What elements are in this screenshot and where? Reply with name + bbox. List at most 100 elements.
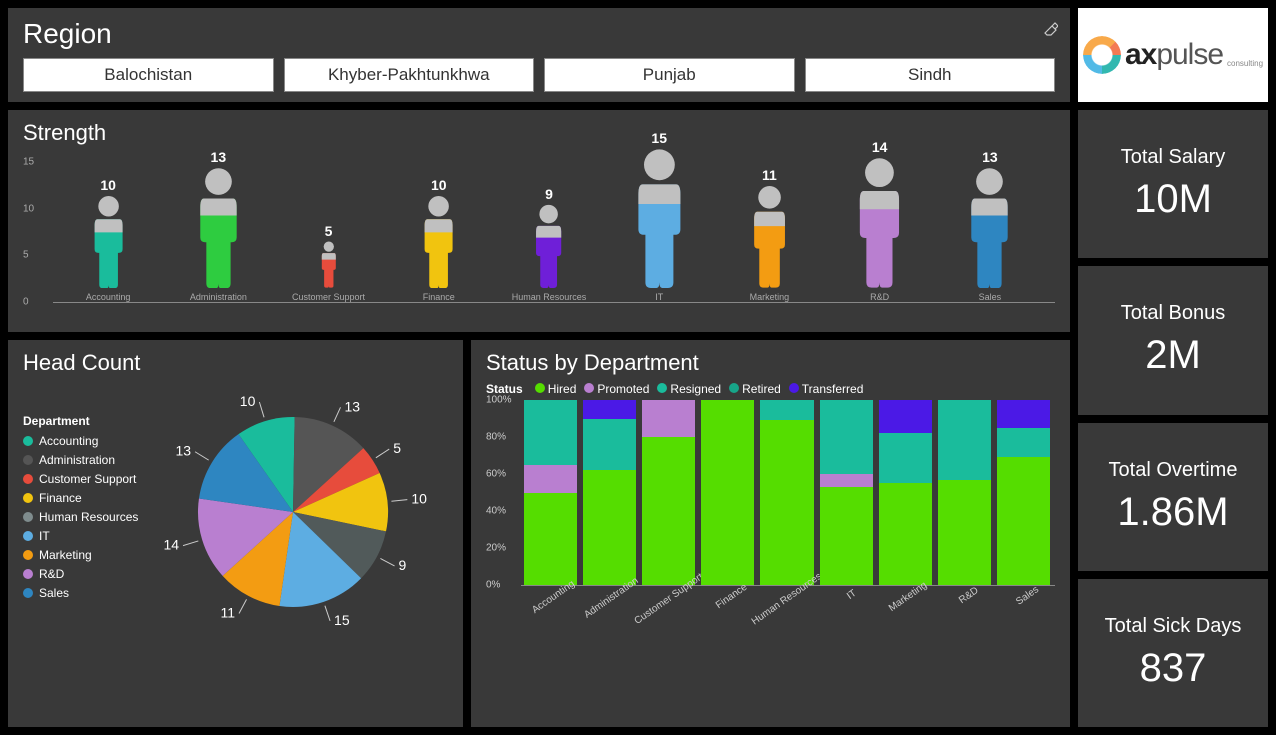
headcount-pie: 1013510915111413 — [148, 382, 438, 637]
logo-text: axpulse — [1125, 38, 1223, 71]
strength-value: 15 — [651, 130, 667, 146]
status-ytick: 40% — [486, 506, 506, 517]
legend-swatch — [23, 569, 33, 579]
clear-filter-icon[interactable] — [1042, 20, 1058, 36]
legend-item: Administration — [23, 453, 138, 467]
pie-callout: 14 — [164, 537, 180, 553]
status-segment — [524, 400, 577, 465]
status-panel: Status by Department StatusHiredPromoted… — [471, 340, 1070, 727]
status-column: Human Resources — [760, 400, 813, 585]
legend-item: Retired — [729, 382, 781, 396]
legend-label: Customer Support — [39, 472, 136, 486]
legend-swatch — [789, 383, 799, 393]
status-title: Status by Department — [486, 350, 1055, 376]
legend-item: Finance — [23, 491, 138, 505]
kpi-card: Total Bonus2M — [1078, 266, 1268, 414]
legend-swatch — [23, 436, 33, 446]
status-segment — [879, 433, 932, 483]
legend-item: Hired — [535, 382, 577, 396]
legend-swatch — [23, 493, 33, 503]
legend-label: Administration — [39, 453, 115, 467]
status-segment — [938, 480, 991, 585]
strength-ytick: 5 — [23, 250, 29, 261]
pie-callout: 9 — [399, 557, 407, 573]
region-button[interactable]: Sindh — [805, 58, 1056, 92]
strength-value: 13 — [982, 149, 998, 165]
pie-callout: 5 — [394, 440, 402, 456]
status-category: Sales — [1015, 584, 1042, 607]
legend-item: Transferred — [789, 382, 864, 396]
region-title: Region — [23, 18, 1055, 50]
status-column: R&D — [938, 400, 991, 585]
legend-swatch — [729, 383, 739, 393]
legend-item: Sales — [23, 586, 138, 600]
kpi-card: Total Overtime1.86M — [1078, 423, 1268, 571]
kpi-card: Total Salary 10M — [1078, 110, 1268, 258]
legend-label: Accounting — [39, 434, 98, 448]
strength-category: Accounting — [86, 292, 131, 302]
status-segment — [938, 400, 991, 480]
strength-value: 10 — [100, 177, 116, 193]
legend-label: Finance — [39, 491, 82, 505]
strength-person: 11 Marketing — [714, 167, 824, 302]
strength-ytick: 0 — [23, 297, 29, 308]
strength-person: 13 Administration — [163, 149, 273, 302]
status-legend: StatusHiredPromotedResignedRetiredTransf… — [486, 382, 1055, 396]
strength-category: Customer Support — [292, 292, 365, 302]
status-ytick: 20% — [486, 543, 506, 554]
legend-swatch — [23, 512, 33, 522]
legend-label: Marketing — [39, 548, 92, 562]
region-button[interactable]: Punjab — [544, 58, 795, 92]
legend-label: Hired — [548, 382, 577, 396]
region-panel: Region Balochistan Khyber-Pakhtunkhwa Punj… — [8, 8, 1070, 102]
kpi-label: Total Salary — [1121, 146, 1226, 169]
strength-value: 10 — [431, 177, 447, 193]
pie-callout: 10 — [412, 491, 428, 507]
headcount-panel: Head Count Department AccountingAdminist… — [8, 340, 463, 727]
pie-callout: 15 — [334, 612, 350, 628]
headcount-title: Head Count — [23, 350, 448, 376]
headcount-legend: Accounting Administration Customer Support… — [23, 434, 138, 600]
logo-panel: axpulse consulting — [1078, 8, 1268, 102]
legend-item: Resigned — [657, 382, 721, 396]
region-button[interactable]: Balochistan — [23, 58, 274, 92]
status-ytick: 60% — [486, 469, 506, 480]
status-segment — [879, 400, 932, 433]
kpi-stack: Total Salary 10M Total Bonus2MTotal Overti… — [1078, 110, 1268, 727]
strength-person: 10 Finance — [384, 177, 494, 302]
legend-swatch — [584, 383, 594, 393]
status-segment — [583, 419, 636, 471]
pie-callout: 13 — [176, 443, 192, 459]
legend-swatch — [23, 455, 33, 465]
status-category: Finance — [714, 582, 749, 611]
status-segment — [583, 470, 636, 585]
strength-person: 14 R&D — [825, 139, 935, 302]
strength-chart: 051015 10 Accounting 13 Administration 5 — [23, 152, 1055, 322]
kpi-value: 10M — [1134, 177, 1212, 222]
pie-callout: 10 — [240, 393, 256, 409]
region-button[interactable]: Khyber-Pakhtunkhwa — [284, 58, 535, 92]
legend-label: Promoted — [597, 382, 649, 396]
strength-category: Finance — [423, 292, 455, 302]
status-column: Sales — [997, 400, 1050, 585]
status-ytick: 0% — [486, 580, 500, 591]
strength-category: Marketing — [750, 292, 790, 302]
status-segment — [524, 493, 577, 586]
legend-swatch — [23, 588, 33, 598]
legend-swatch — [23, 474, 33, 484]
strength-person: 15 IT — [604, 130, 714, 302]
pie-callout: 11 — [221, 605, 236, 621]
status-ytick: 80% — [486, 432, 506, 443]
legend-item: Human Resources — [23, 510, 138, 524]
status-chart: 0%20%40%60%80%100%AccountingAdministrati… — [486, 400, 1055, 635]
kpi-value: 1.86M — [1117, 490, 1228, 535]
kpi-value: 2M — [1145, 333, 1201, 378]
kpi-card: Total Sick Days837 — [1078, 579, 1268, 727]
legend-label: Human Resources — [39, 510, 138, 524]
strength-value: 11 — [762, 167, 777, 183]
status-segment — [820, 474, 873, 487]
legend-label: IT — [39, 529, 50, 543]
status-column: IT — [820, 400, 873, 585]
logo-subtext: consulting — [1227, 59, 1263, 68]
legend-swatch — [535, 383, 545, 393]
